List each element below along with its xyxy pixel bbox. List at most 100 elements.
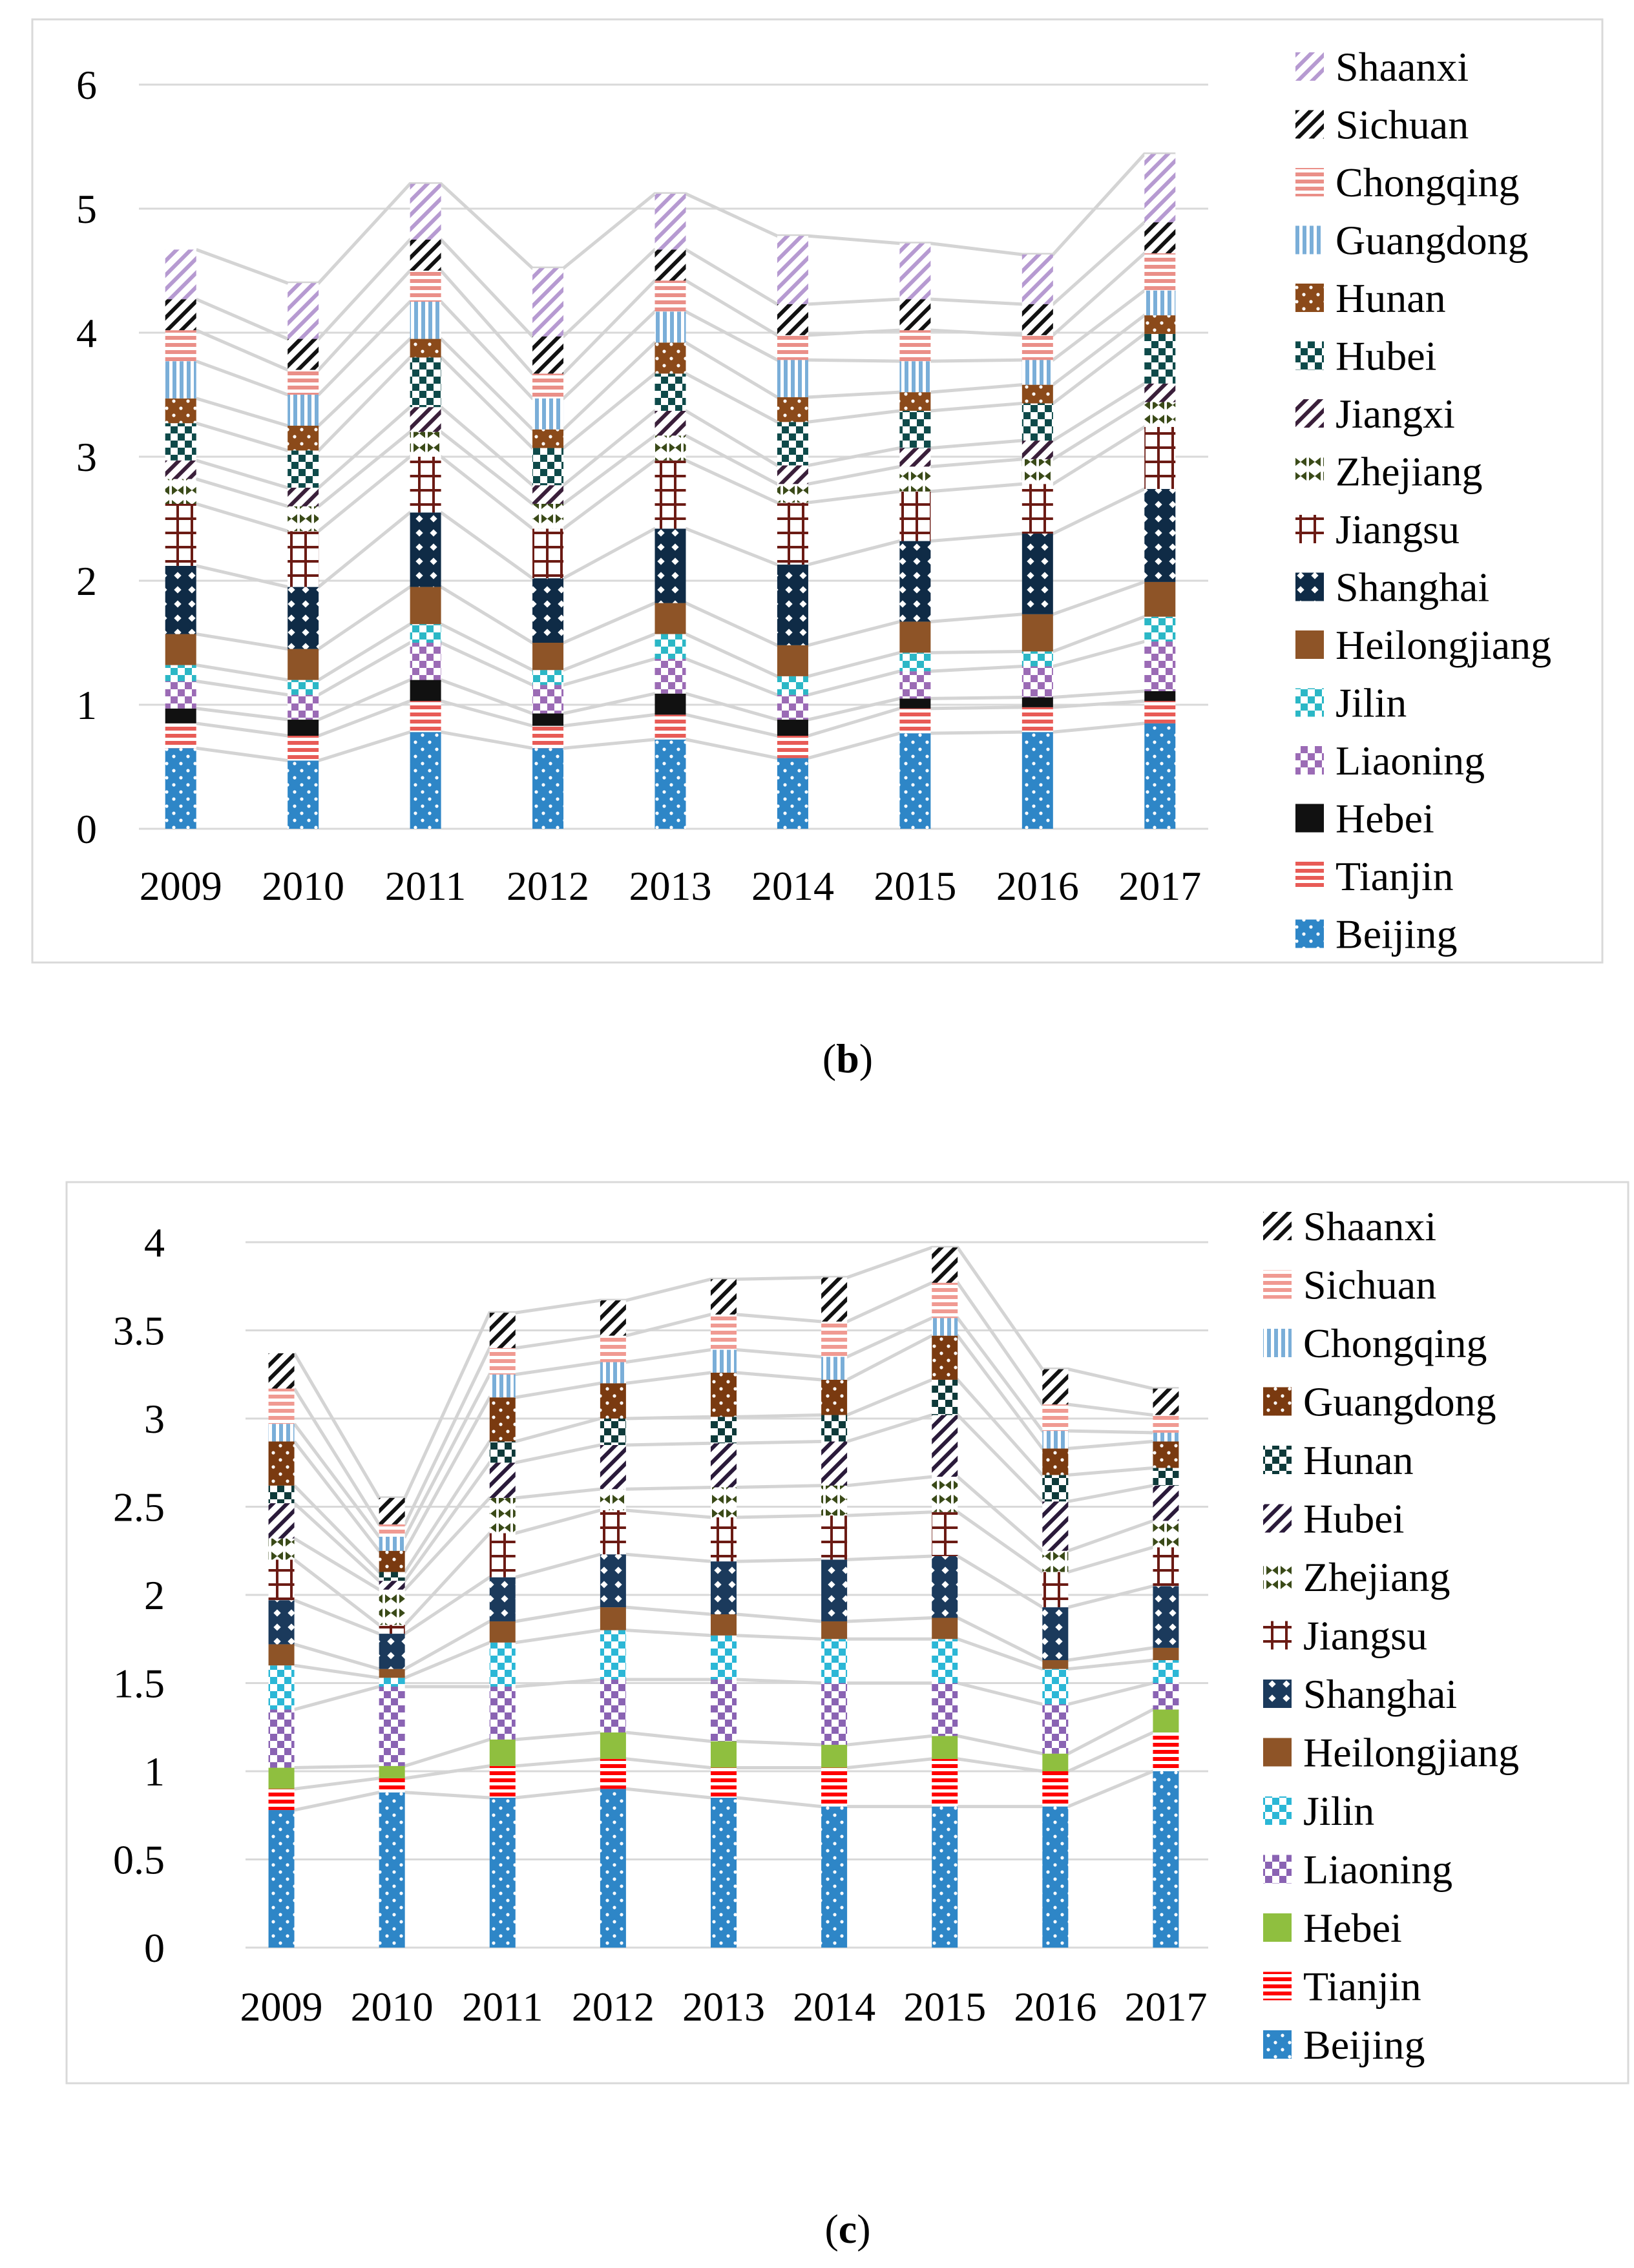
bar-segment-guangdong-2015 [899, 361, 931, 393]
bar-segment-shaanxi-2009 [268, 1353, 295, 1389]
bar-segment-sichuan-2014 [777, 304, 808, 335]
bar-segment-sichuan-2015 [899, 299, 931, 331]
bar-segment-hubei-2012 [600, 1444, 626, 1490]
bar-segment-guangdong-2017 [1153, 1441, 1179, 1468]
bar-segment-liaoning-2015 [932, 1683, 958, 1736]
legend-swatch [1295, 110, 1324, 139]
bar-segment-hebei-2012 [600, 1732, 626, 1759]
bar-segment-jiangsu-2014 [821, 1515, 848, 1560]
legend-label: Beijing [1335, 911, 1457, 957]
bar-segment-beijing-2013 [655, 739, 686, 829]
legend-label: Guangdong [1335, 218, 1529, 264]
bar-segment-jiangsu-2017 [1153, 1547, 1179, 1587]
bar-segment-heilongjiang-2013 [655, 603, 686, 634]
bar-segment-zhejiang-2016 [1021, 459, 1053, 484]
legend-label: Heilongjiang [1335, 622, 1551, 668]
bar-segment-jiangsu-2012 [532, 528, 564, 579]
legend-item-sichuan: Sichuan [1263, 1262, 1436, 1308]
bar-segment-tianjin-2013 [711, 1767, 737, 1798]
bar-segment-heilongjiang-2014 [821, 1621, 848, 1639]
x-tick-label: 2010 [262, 863, 344, 909]
bar-segment-zhejiang-2017 [1153, 1521, 1179, 1548]
legend-label: Liaoning [1303, 1847, 1452, 1893]
bar-segment-sichuan-2009 [268, 1388, 295, 1424]
legend-swatch [1263, 1563, 1292, 1591]
y-tick-label: 1 [76, 682, 97, 728]
legend-swatch [1263, 1680, 1292, 1708]
legend-label: Hunan [1303, 1437, 1414, 1483]
bar-segment-jiangsu-2009 [268, 1559, 295, 1601]
legend-swatch [1263, 2030, 1292, 2059]
bar-segment-shaanxi-2014 [777, 236, 808, 304]
bar-segment-jiangsu-2009 [165, 503, 196, 566]
bar-segment-tianjin-2010 [288, 736, 319, 761]
bar-segment-jiangxi-2014 [777, 465, 808, 484]
bar-segment-hubei-2012 [532, 448, 564, 486]
bar-segment-hunan-2011 [489, 1441, 516, 1463]
bar-segment-sichuan-2009 [165, 299, 196, 331]
legend-item-heilongjiang: Heilongjiang [1295, 622, 1551, 668]
bar-segment-jiangsu-2014 [777, 503, 808, 565]
legend-swatch [1295, 341, 1324, 370]
bar-segment-chongqing-2014 [821, 1357, 848, 1380]
bar-segment-liaoning-2016 [1021, 666, 1053, 698]
bar-segment-guangdong-2011 [489, 1397, 516, 1442]
bar-segment-beijing-2014 [777, 758, 808, 829]
legend-item-shaanxi: Shaanxi [1295, 44, 1469, 90]
bar-segment-shanghai-2016 [1021, 534, 1053, 614]
bar-segment-jilin-2013 [711, 1635, 737, 1680]
legend-item-shanghai: Shanghai [1295, 565, 1489, 610]
bar-segment-shanghai-2011 [489, 1577, 516, 1621]
bar-segment-liaoning-2011 [410, 643, 441, 680]
bar-segment-shanghai-2015 [899, 541, 931, 622]
x-tick-label: 2011 [385, 863, 466, 909]
bar-segment-zhejiang-2016 [1042, 1550, 1069, 1572]
bar-segment-shanghai-2013 [711, 1561, 737, 1615]
bar-segment-guangdong-2012 [600, 1383, 626, 1419]
bar-segment-hunan-2011 [410, 338, 441, 358]
bar-segment-zhejiang-2013 [711, 1487, 737, 1517]
bar-segment-tianjin-2015 [899, 708, 931, 734]
y-tick-label: 5 [76, 186, 97, 232]
x-tick-label: 2010 [351, 1984, 434, 2030]
bar-segment-shanghai-2017 [1144, 488, 1176, 582]
legend-label: Beijing [1303, 2022, 1425, 2068]
bar-segment-liaoning-2011 [489, 1686, 516, 1740]
bar-segment-chongqing-2013 [655, 280, 686, 312]
bar-segment-hunan-2009 [268, 1485, 295, 1504]
y-tick-label: 4 [76, 310, 97, 356]
bar-segment-sichuan-2015 [932, 1282, 958, 1318]
legend-item-jilin: Jilin [1263, 1788, 1374, 1834]
bar-segment-liaoning-2010 [288, 694, 319, 720]
bar-segment-chongqing-2012 [532, 373, 564, 399]
legend-swatch [1295, 168, 1324, 196]
bar-segment-chongqing-2016 [1021, 335, 1053, 360]
bar-segment-guangdong-2016 [1021, 360, 1053, 385]
legend-item-zhejiang: Zhejiang [1263, 1554, 1450, 1600]
bar-segment-shanghai-2012 [600, 1554, 626, 1608]
bar-segment-jiangsu-2013 [655, 460, 686, 529]
bar-segment-jilin-2010 [288, 680, 319, 695]
bar-segment-shaanxi-2012 [600, 1300, 626, 1336]
bar-segment-jilin-2012 [532, 670, 564, 685]
x-tick-label: 2017 [1124, 1984, 1207, 2030]
bar-segment-hubei-2013 [711, 1443, 737, 1488]
legend-label: Shanghai [1335, 565, 1489, 610]
bar-segment-tianjin-2016 [1021, 707, 1053, 733]
bar-segment-liaoning-2014 [821, 1683, 848, 1745]
bar-segment-jiangxi-2013 [655, 410, 686, 436]
y-tick-label: 4 [144, 1220, 165, 1265]
bar-segment-tianjin-2011 [489, 1765, 516, 1798]
bar-segment-chongqing-2017 [1153, 1432, 1179, 1442]
bar-segment-beijing-2015 [932, 1806, 958, 1948]
bar-segment-hebei-2011 [410, 680, 441, 702]
bar-segment-zhejiang-2010 [288, 506, 319, 532]
legend-label: Shaanxi [1335, 44, 1469, 90]
legend-swatch [1295, 746, 1324, 775]
bar-segment-hunan-2014 [821, 1415, 848, 1442]
bar-segment-hebei-2010 [288, 720, 319, 736]
legend-swatch [1263, 1387, 1292, 1416]
legend-label: Hebei [1335, 796, 1434, 842]
legend-label: Chongqing [1303, 1320, 1487, 1366]
bar-segment-jiangsu-2015 [932, 1512, 958, 1556]
